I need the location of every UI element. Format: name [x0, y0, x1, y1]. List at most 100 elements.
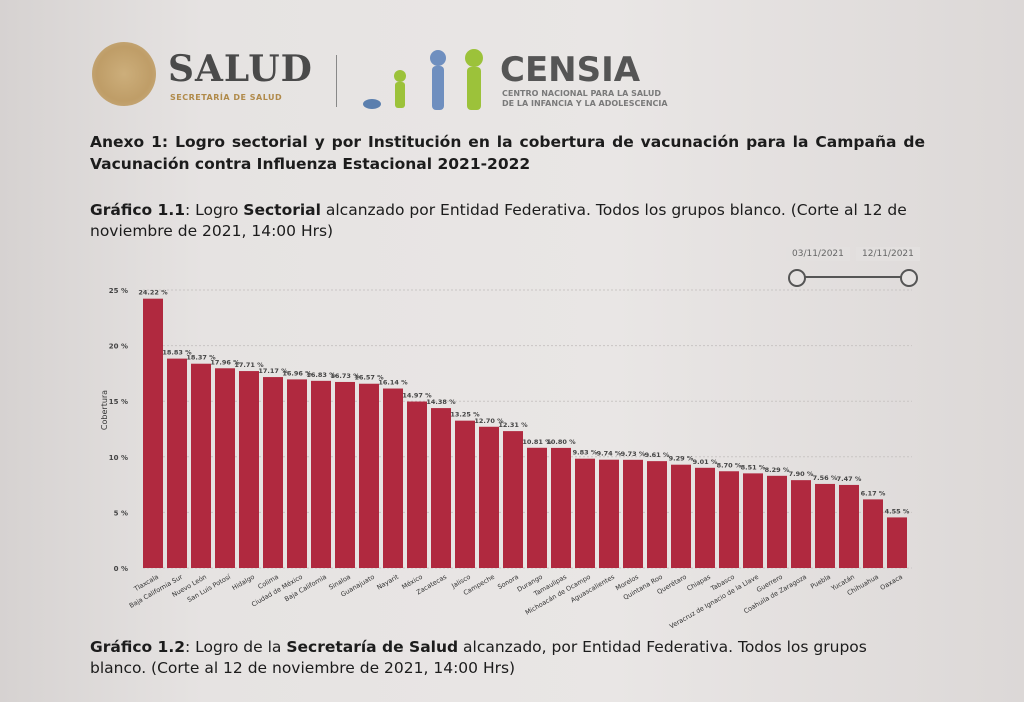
x-tick-label: Oaxaca	[879, 573, 904, 592]
bar-value-label: 16.83 %	[306, 371, 336, 379]
bar-value-label: 8.51 %	[741, 463, 766, 471]
bar-value-label: 12.31 %	[498, 421, 528, 429]
slider-start-date: 03/11/2021	[786, 247, 850, 261]
bar	[719, 471, 739, 568]
bar-value-label: 17.71 %	[234, 361, 264, 369]
caption-label: Gráfico 1.2	[90, 638, 186, 656]
bar-value-label: 16.14 %	[378, 379, 408, 387]
caption-text: alcanzado por Entidad Federativa. Todos …	[90, 201, 907, 240]
bar	[287, 379, 307, 568]
bar-value-label: 9.29 %	[669, 455, 694, 463]
bar	[239, 371, 259, 568]
bar-value-label: 8.70 %	[717, 461, 742, 469]
bar	[551, 447, 571, 568]
caption-bold: Secretaría de Salud	[286, 638, 459, 656]
bar-value-label: 17.17 %	[258, 367, 288, 375]
bar-value-label: 24.22 %	[138, 289, 168, 297]
bar	[383, 388, 403, 568]
bar	[743, 473, 763, 568]
annex-title: Anexo 1: Logro sectorial y por Instituci…	[90, 133, 925, 173]
x-tick-label: Nayarit	[375, 573, 400, 592]
salud-logo-subtitle: SECRETARÍA DE SALUD	[170, 93, 283, 102]
bar	[623, 459, 643, 568]
bar	[215, 368, 235, 568]
bar-value-label: 9.01 %	[693, 458, 718, 466]
y-tick-label: 25 %	[109, 287, 128, 295]
bar-value-label: 7.90 %	[789, 470, 814, 478]
bar	[599, 459, 619, 568]
bar	[167, 358, 187, 568]
salud-logo: SALUD	[168, 48, 313, 90]
bar-value-label: 16.96 %	[282, 369, 312, 377]
bar	[791, 480, 811, 568]
bar	[695, 467, 715, 568]
bar-value-label: 9.73 %	[621, 450, 646, 458]
bar-value-label: 6.17 %	[861, 489, 886, 497]
bar	[263, 377, 283, 568]
x-tick-label: Baja California	[283, 573, 328, 604]
bar	[839, 484, 859, 568]
bar	[575, 458, 595, 568]
date-range-slider[interactable]: 03/11/2021 12/11/2021	[780, 240, 930, 290]
censia-sub-line2: DE LA INFANCIA Y LA ADOLESCENCIA	[502, 99, 668, 108]
caption-bold: Sectorial	[243, 201, 321, 219]
chart-caption-1-1: Gráfico 1.1: Logro Sectorial alcanzado p…	[90, 200, 925, 242]
chart-caption-1-2: Gráfico 1.2: Logro de la Secretaría de S…	[90, 637, 925, 679]
bar-value-label: 4.55 %	[885, 507, 910, 515]
y-tick-label: 20 %	[109, 343, 128, 351]
bar	[503, 431, 523, 568]
x-tick-label: Puebla	[809, 573, 832, 591]
y-tick-label: 0 %	[114, 565, 128, 573]
bar	[863, 499, 883, 568]
bar	[479, 426, 499, 568]
bar	[191, 363, 211, 568]
bar-value-label: 10.81 %	[522, 438, 552, 446]
bar	[671, 464, 691, 568]
slider-end-date: 12/11/2021	[856, 247, 920, 261]
y-tick-label: 5 %	[114, 509, 128, 517]
bar-value-label: 9.74 %	[597, 450, 622, 458]
bar	[527, 447, 547, 568]
censia-logo: CENSIA	[500, 50, 641, 90]
censia-sub-line1: CENTRO NACIONAL PARA LA SALUD	[502, 89, 661, 98]
bar	[647, 461, 667, 568]
bar	[311, 380, 331, 568]
bar-value-label: 17.96 %	[210, 358, 240, 366]
bar-value-label: 18.37 %	[186, 354, 216, 362]
bar-value-label: 7.56 %	[813, 474, 838, 482]
bar-value-label: 16.73 %	[330, 372, 360, 380]
bar	[815, 483, 835, 568]
bar	[143, 298, 163, 568]
bar	[407, 401, 427, 568]
bar-value-label: 9.83 %	[573, 449, 598, 457]
bar-value-label: 18.83 %	[162, 349, 192, 357]
bar-value-label: 8.29 %	[765, 466, 790, 474]
bar-value-label: 14.38 %	[426, 398, 456, 406]
slider-end-handle[interactable]	[900, 269, 918, 287]
censia-family-logo	[363, 49, 483, 110]
slider-start-handle[interactable]	[788, 269, 806, 287]
y-tick-label: 15 %	[109, 398, 128, 406]
caption-text: alcanzado, por Entidad Federativa. Todos…	[90, 638, 867, 677]
y-tick-label: 10 %	[109, 454, 128, 462]
caption-text: : Logro	[185, 201, 244, 219]
bar-value-label: 9.61 %	[645, 451, 670, 459]
bar-value-label: 7.47 %	[837, 475, 862, 483]
bar	[359, 383, 379, 568]
bar-value-label: 10.80 %	[546, 438, 576, 446]
bar	[887, 517, 907, 568]
caption-label: Gráfico 1.1	[90, 201, 186, 219]
bar-value-label: 12.70 %	[474, 417, 504, 425]
bar	[431, 408, 451, 568]
bar-value-label: 13.25 %	[450, 411, 480, 419]
caption-text: : Logro de la	[185, 638, 287, 656]
slider-track[interactable]	[797, 276, 907, 278]
y-axis-title: Cobertura	[100, 390, 109, 430]
logo-divider	[336, 55, 337, 107]
mexico-seal-logo	[92, 42, 156, 106]
bar-value-label: 16.57 %	[354, 374, 384, 382]
bar	[455, 420, 475, 568]
censia-logo-subtitle: CENTRO NACIONAL PARA LA SALUD DE LA INFA…	[502, 89, 668, 109]
